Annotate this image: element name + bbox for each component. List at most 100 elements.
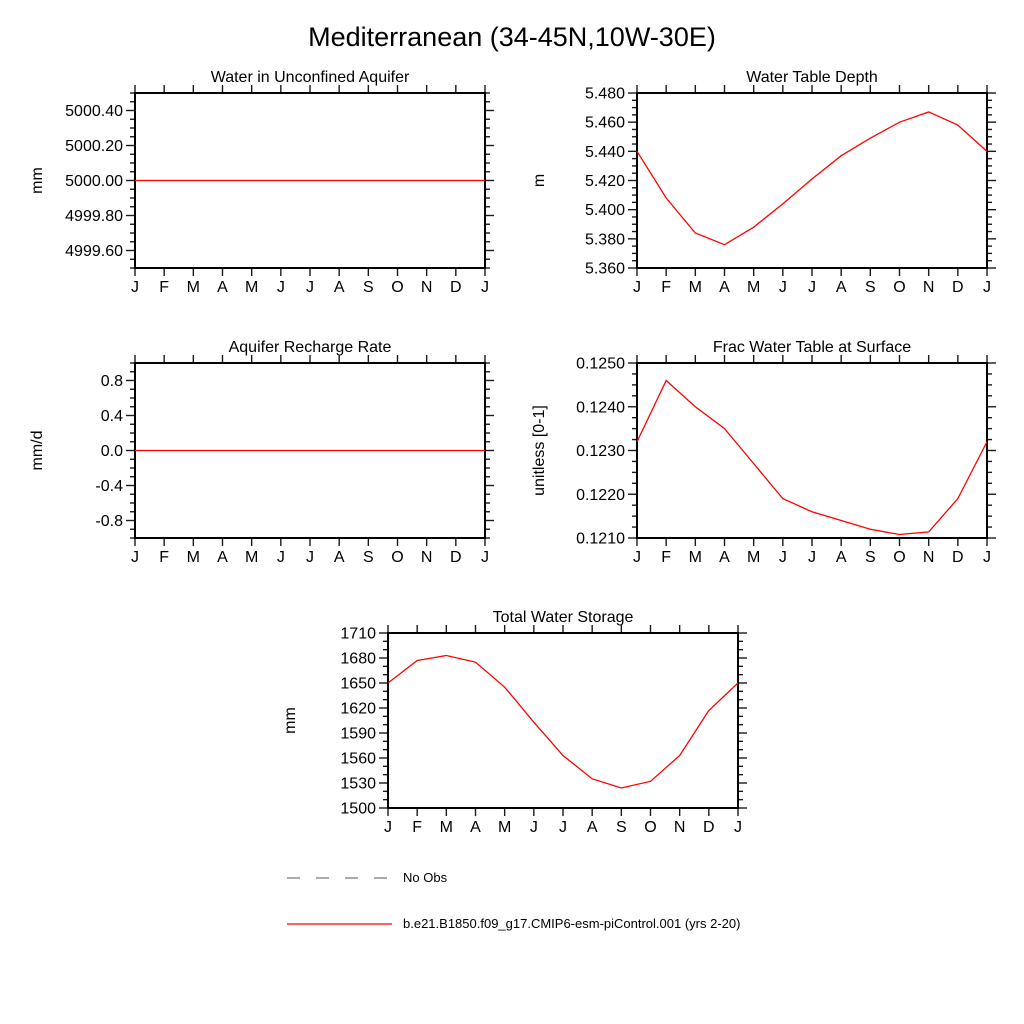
y-axis-title: unitless [0-1] (531, 405, 548, 496)
x-axis-label: J (530, 819, 538, 836)
y-axis-tick-label: 5.440 (585, 144, 625, 161)
model-run-line-swatch (287, 918, 392, 930)
y-axis-tick-label: 0.8 (101, 373, 123, 390)
x-axis-label: M (689, 279, 702, 296)
x-axis-label: N (923, 279, 935, 296)
x-axis-label: M (747, 279, 760, 296)
y-axis-title: mm (282, 707, 299, 734)
y-axis-tick-label: 1710 (340, 626, 376, 643)
x-axis-label: J (131, 279, 139, 296)
chart-title: Total Water Storage (493, 609, 634, 626)
x-axis-label: D (450, 549, 462, 566)
y-axis-tick-label: -0.4 (95, 478, 123, 495)
x-axis-label: A (334, 279, 345, 296)
x-axis-label: J (633, 549, 641, 566)
chart-title: Water in Unconfined Aquifer (211, 69, 410, 86)
y-axis-tick-label: 5.460 (585, 115, 625, 132)
x-axis-label: J (808, 279, 816, 296)
x-axis-label: J (481, 549, 489, 566)
x-axis-label: N (923, 549, 935, 566)
y-axis-tick-label: 5.360 (585, 261, 625, 278)
x-axis-label: D (703, 819, 715, 836)
y-axis-tick-label: 5.380 (585, 231, 625, 248)
data-line (636, 111, 988, 246)
x-axis-label: A (470, 819, 481, 836)
legend-item-no-obs: No Obs (287, 871, 447, 885)
x-axis-label: J (131, 549, 139, 566)
chart-frac-water-table-at-surface: Frac Water Table at Surface J F M A M J J A S O N D J… (525, 330, 1005, 580)
chart-water-in-unconfined-aquifer: Water in Unconfined Aquifer J F M A M J J A S O N D J… (20, 60, 500, 310)
y-axis-tick-label: 1620 (340, 701, 376, 718)
chart-total-water-storage: Total Water Storage J F M A M J J A S O N D J 1500 1530… (275, 600, 755, 850)
x-axis-label: J (734, 819, 742, 836)
x-axis-label: A (719, 279, 730, 296)
chart-title: Aquifer Recharge Rate (229, 339, 392, 356)
page-title: Mediterranean (34-45N,10W-30E) (308, 22, 716, 52)
x-axis-label: A (719, 549, 730, 566)
y-axis-title: mm/d (29, 431, 46, 471)
plot-frame (636, 362, 988, 539)
x-axis-label: S (363, 279, 374, 296)
y-axis-tick-label: 1590 (340, 726, 376, 743)
x-axis-label: F (661, 279, 671, 296)
y-axis-tick-label: 0.1250 (576, 356, 625, 373)
x-axis-label: F (159, 549, 169, 566)
x-axis-label: M (245, 279, 258, 296)
x-axis-label: J (633, 279, 641, 296)
x-axis-label: M (245, 549, 258, 566)
x-axis-label: F (412, 819, 422, 836)
chart-title: Water Table Depth (746, 69, 878, 86)
x-axis-label: O (391, 549, 403, 566)
legend-label-no-obs: No Obs (403, 870, 448, 885)
x-axis-label: J (808, 549, 816, 566)
x-axis-label: A (334, 549, 345, 566)
y-axis-tick-label: 1500 (340, 801, 376, 818)
y-axis-tick-label: 0.1240 (576, 399, 625, 416)
x-axis-label: S (616, 819, 627, 836)
y-axis-tick-label: 4999.60 (65, 243, 123, 260)
x-axis-label: S (865, 549, 876, 566)
x-axis-label: O (644, 819, 656, 836)
x-axis-label: M (187, 549, 200, 566)
y-axis-title: m (531, 174, 548, 187)
x-axis-label: J (277, 279, 285, 296)
y-axis-tick-label: 5000.40 (65, 103, 123, 120)
x-axis-label: M (689, 549, 702, 566)
x-axis-label: O (893, 279, 905, 296)
x-axis-label: J (983, 549, 991, 566)
no-obs-dashed-line-swatch (287, 872, 392, 884)
x-axis-label: D (450, 279, 462, 296)
x-axis-label: F (159, 279, 169, 296)
x-axis-label: S (363, 549, 374, 566)
y-axis-tick-label: 5.420 (585, 173, 625, 190)
x-axis-label: S (865, 279, 876, 296)
x-axis-label: J (384, 819, 392, 836)
x-axis-label: M (187, 279, 200, 296)
y-axis-tick-label: 0.1210 (576, 531, 625, 548)
x-axis-label: N (421, 279, 433, 296)
x-axis-label: J (559, 819, 567, 836)
y-axis-tick-label: 1560 (340, 751, 376, 768)
x-axis-label: A (836, 549, 847, 566)
x-axis-label: J (306, 279, 314, 296)
y-axis-tick-label: 0.4 (101, 408, 123, 425)
x-axis-label: M (440, 819, 453, 836)
x-axis-label: M (747, 549, 760, 566)
x-axis-label: D (952, 279, 964, 296)
legend-swatch-svg (287, 877, 392, 879)
legend-label-model-run: b.e21.B1850.f09_g17.CMIP6-esm-piControl.… (403, 916, 741, 931)
x-axis-label: O (893, 549, 905, 566)
plot-frame (387, 632, 739, 809)
y-axis-title: mm (29, 167, 46, 194)
legend-item-model-run: b.e21.B1850.f09_g17.CMIP6-esm-piControl.… (287, 917, 740, 931)
data-line (387, 654, 739, 789)
y-axis-tick-label: 0.0 (101, 443, 123, 460)
x-axis-label: D (952, 549, 964, 566)
x-axis-label: J (306, 549, 314, 566)
x-axis-label: J (779, 549, 787, 566)
